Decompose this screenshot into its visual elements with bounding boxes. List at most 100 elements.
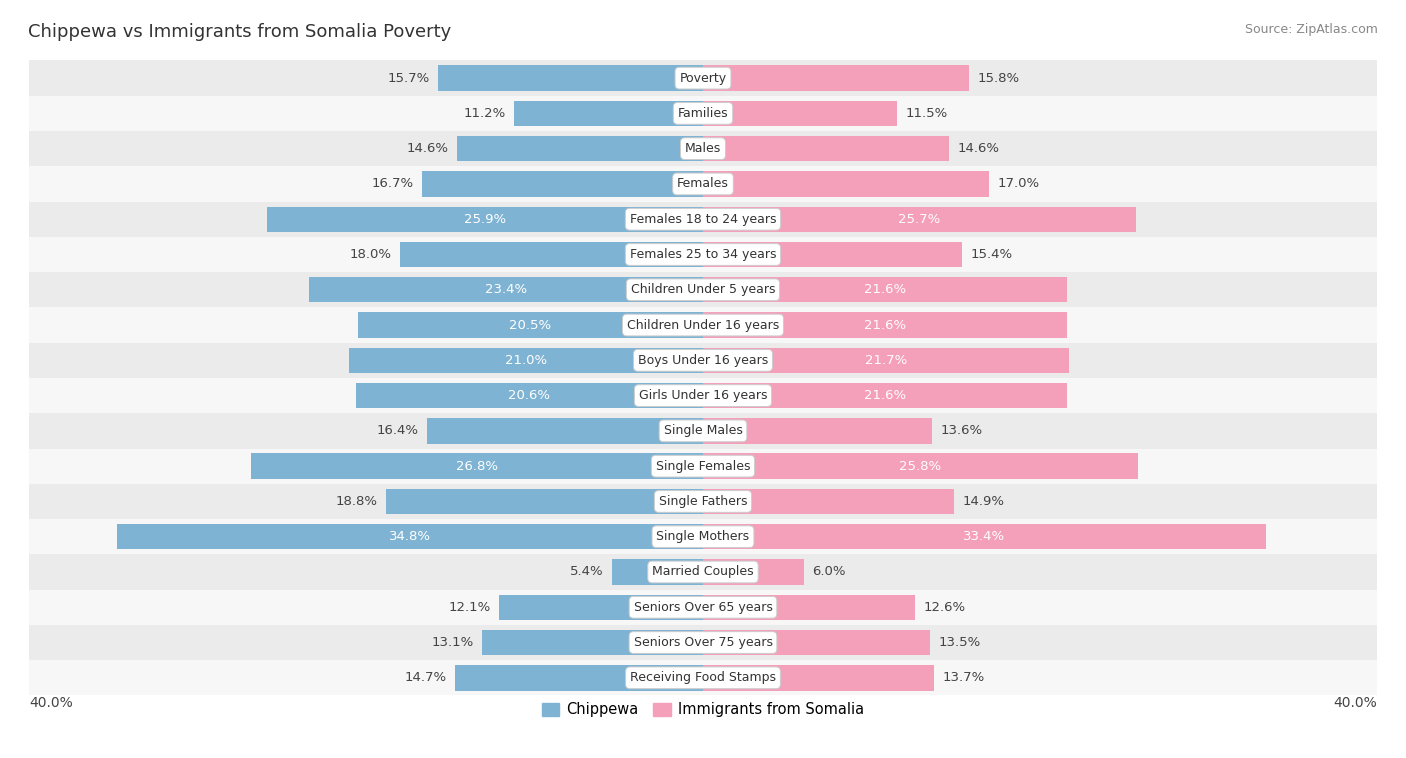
Text: 13.7%: 13.7% — [942, 672, 984, 684]
Bar — [703, 348, 1069, 373]
Bar — [30, 519, 1376, 554]
Bar — [703, 312, 1067, 338]
Text: 40.0%: 40.0% — [1333, 696, 1376, 710]
Bar — [387, 489, 703, 514]
Bar — [117, 524, 703, 550]
Text: 21.6%: 21.6% — [863, 389, 905, 402]
Text: 25.7%: 25.7% — [898, 213, 941, 226]
Bar — [457, 136, 703, 161]
Text: 12.1%: 12.1% — [449, 601, 491, 614]
Text: Source: ZipAtlas.com: Source: ZipAtlas.com — [1244, 23, 1378, 36]
Bar — [30, 625, 1376, 660]
Bar — [703, 101, 897, 126]
Bar — [349, 348, 703, 373]
Text: 13.5%: 13.5% — [939, 636, 981, 649]
Text: Females 18 to 24 years: Females 18 to 24 years — [630, 213, 776, 226]
Text: 11.2%: 11.2% — [464, 107, 506, 120]
Text: 15.8%: 15.8% — [977, 71, 1019, 85]
Bar — [30, 308, 1376, 343]
Text: 16.4%: 16.4% — [377, 424, 418, 437]
Bar — [30, 343, 1376, 378]
Text: Females: Females — [678, 177, 728, 190]
Text: 21.0%: 21.0% — [505, 354, 547, 367]
Text: Males: Males — [685, 143, 721, 155]
Bar — [30, 413, 1376, 449]
Text: 21.6%: 21.6% — [863, 283, 905, 296]
Text: 14.6%: 14.6% — [406, 143, 449, 155]
Text: 23.4%: 23.4% — [485, 283, 527, 296]
Bar — [703, 630, 931, 655]
Text: 16.7%: 16.7% — [371, 177, 413, 190]
Text: Families: Families — [678, 107, 728, 120]
Bar — [30, 484, 1376, 519]
Text: 14.9%: 14.9% — [963, 495, 1004, 508]
Bar — [30, 449, 1376, 484]
Text: Seniors Over 65 years: Seniors Over 65 years — [634, 601, 772, 614]
Bar — [422, 171, 703, 196]
Text: 17.0%: 17.0% — [998, 177, 1040, 190]
Text: 12.6%: 12.6% — [924, 601, 966, 614]
Text: Poverty: Poverty — [679, 71, 727, 85]
Text: Single Females: Single Females — [655, 459, 751, 473]
Text: Married Couples: Married Couples — [652, 565, 754, 578]
Bar — [612, 559, 703, 584]
Text: 21.7%: 21.7% — [865, 354, 907, 367]
Text: Children Under 5 years: Children Under 5 years — [631, 283, 775, 296]
Bar — [703, 136, 949, 161]
Text: 15.4%: 15.4% — [972, 248, 1012, 261]
Bar — [30, 166, 1376, 202]
Text: 14.7%: 14.7% — [405, 672, 447, 684]
Bar — [357, 312, 703, 338]
Bar — [30, 272, 1376, 308]
Bar — [482, 630, 703, 655]
Text: 25.9%: 25.9% — [464, 213, 506, 226]
Legend: Chippewa, Immigrants from Somalia: Chippewa, Immigrants from Somalia — [536, 697, 870, 723]
Bar — [30, 378, 1376, 413]
Text: 34.8%: 34.8% — [389, 530, 430, 543]
Text: 21.6%: 21.6% — [863, 318, 905, 331]
Bar — [30, 554, 1376, 590]
Text: 40.0%: 40.0% — [30, 696, 73, 710]
Bar — [439, 65, 703, 91]
Bar — [703, 453, 1137, 479]
Bar — [30, 590, 1376, 625]
Bar — [399, 242, 703, 268]
Bar — [267, 206, 703, 232]
Text: 11.5%: 11.5% — [905, 107, 948, 120]
Bar — [30, 202, 1376, 236]
Bar — [30, 61, 1376, 96]
Text: Seniors Over 75 years: Seniors Over 75 years — [634, 636, 772, 649]
Bar — [703, 418, 932, 443]
Bar — [252, 453, 703, 479]
Bar — [703, 594, 915, 620]
Text: Chippewa vs Immigrants from Somalia Poverty: Chippewa vs Immigrants from Somalia Pove… — [28, 23, 451, 41]
Text: 14.6%: 14.6% — [957, 143, 1000, 155]
Text: Girls Under 16 years: Girls Under 16 years — [638, 389, 768, 402]
Bar — [30, 660, 1376, 695]
Bar — [456, 665, 703, 691]
Text: Receiving Food Stamps: Receiving Food Stamps — [630, 672, 776, 684]
Bar — [703, 383, 1067, 409]
Bar — [309, 277, 703, 302]
Bar — [703, 524, 1265, 550]
Bar — [703, 489, 955, 514]
Text: 33.4%: 33.4% — [963, 530, 1005, 543]
Text: Single Males: Single Males — [664, 424, 742, 437]
Bar — [703, 171, 990, 196]
Text: 6.0%: 6.0% — [813, 565, 846, 578]
Text: Children Under 16 years: Children Under 16 years — [627, 318, 779, 331]
Bar — [703, 559, 804, 584]
Text: 5.4%: 5.4% — [569, 565, 603, 578]
Bar — [426, 418, 703, 443]
Text: Females 25 to 34 years: Females 25 to 34 years — [630, 248, 776, 261]
Text: 26.8%: 26.8% — [456, 459, 498, 473]
Bar — [356, 383, 703, 409]
Bar — [703, 65, 969, 91]
Text: 20.6%: 20.6% — [509, 389, 551, 402]
Text: Boys Under 16 years: Boys Under 16 years — [638, 354, 768, 367]
Text: 20.5%: 20.5% — [509, 318, 551, 331]
Text: 13.6%: 13.6% — [941, 424, 983, 437]
Bar — [703, 206, 1136, 232]
Bar — [30, 96, 1376, 131]
Text: 25.8%: 25.8% — [900, 459, 942, 473]
